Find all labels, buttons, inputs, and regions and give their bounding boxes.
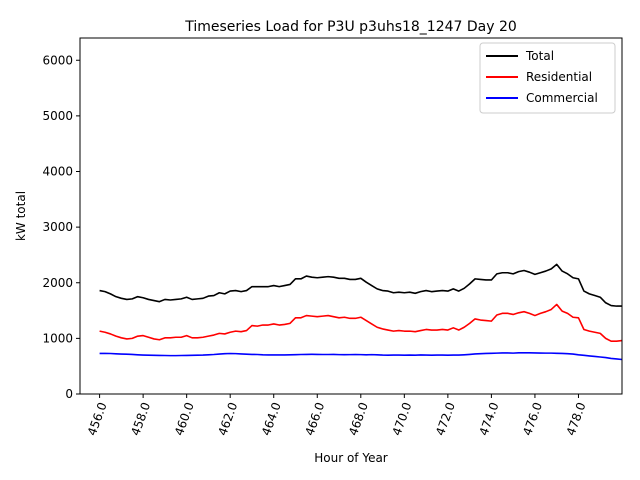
y-tick-label: 0 xyxy=(65,387,73,401)
legend-box xyxy=(479,42,616,114)
legend-label-total: Total xyxy=(525,49,554,63)
y-axis: 0 1000 2000 3000 4000 5000 6000 xyxy=(42,53,80,401)
y-tick-label: 5000 xyxy=(42,109,73,123)
series-line-residential xyxy=(99,303,623,342)
y-axis-title: kW total xyxy=(14,191,28,241)
plot-frame xyxy=(79,37,623,395)
legend-label-residential: Residential xyxy=(526,70,592,84)
y-tick-label: 2000 xyxy=(42,276,73,290)
y-tick-label: 6000 xyxy=(42,53,73,67)
legend: Total Residential Commercial xyxy=(479,42,616,114)
y-tick-label: 4000 xyxy=(42,165,73,179)
series-line-commercial xyxy=(99,352,623,361)
legend-label-commercial: Commercial xyxy=(526,91,598,105)
y-tick-label: 3000 xyxy=(42,220,73,234)
series-layer xyxy=(99,263,623,361)
y-tick-label: 1000 xyxy=(42,331,73,345)
chart-title: Timeseries Load for P3U p3uhs18_1247 Day… xyxy=(184,19,517,35)
x-axis-title: Hour of Year xyxy=(314,451,388,465)
series-line-total xyxy=(99,263,622,307)
